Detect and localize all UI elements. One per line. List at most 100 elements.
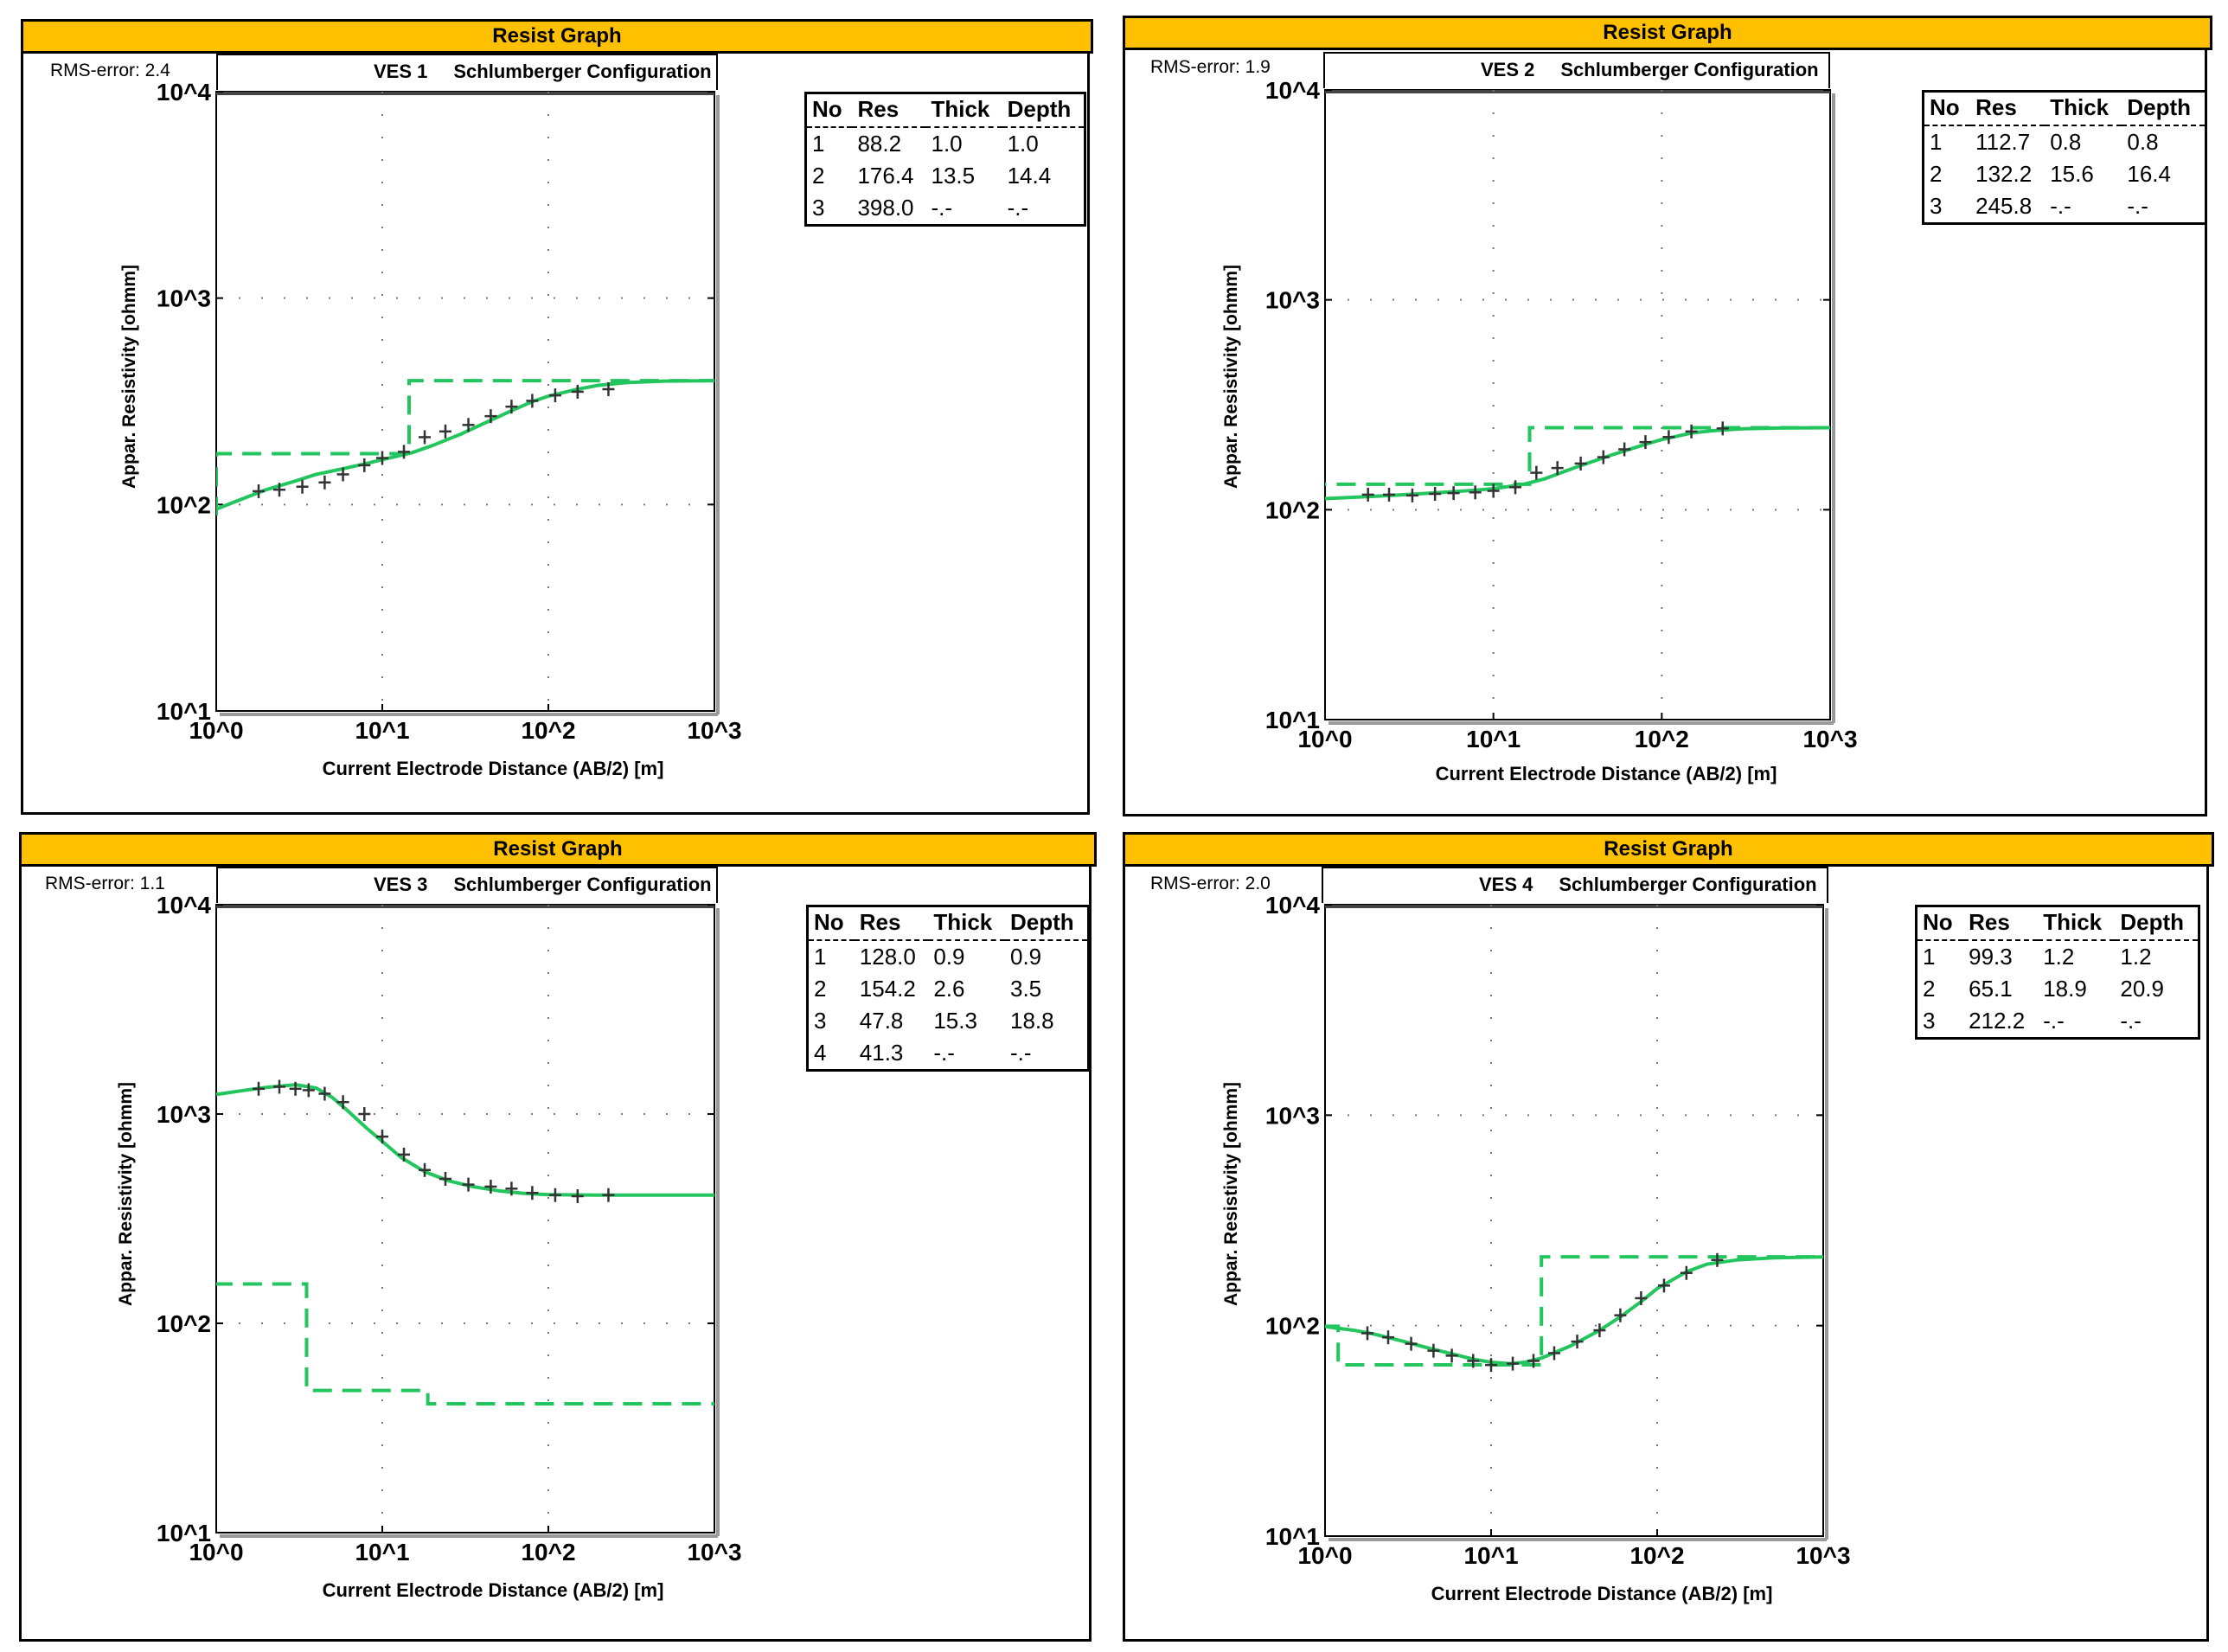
col-header: No (805, 93, 853, 128)
observed-point (1548, 1346, 1561, 1361)
cell: -.- (2050, 193, 2071, 219)
table-row: 3 245.8 -.- -.- (1924, 190, 2206, 224)
observed-point (1507, 1356, 1520, 1371)
y-tick-label: 10^4 (1265, 892, 1320, 919)
plot-area (216, 379, 714, 516)
x-tick-label: 10^0 (189, 1539, 243, 1566)
observed-point (548, 388, 561, 403)
cell: 1.0 (1007, 131, 1039, 157)
x-tick-label: 10^3 (1796, 1542, 1850, 1569)
observed-point (602, 381, 615, 396)
ves-label: VES 2 (1481, 59, 1535, 80)
plot-area (216, 1079, 714, 1405)
panel-title: Resist Graph (1123, 832, 2214, 867)
layer-table: No Res Thick Depth 1 112.7 0.8 0.8 2 132.2 15… (1922, 90, 2207, 225)
observed-point (1530, 465, 1543, 480)
observed-point (571, 384, 584, 399)
x-tick-label: 10^2 (521, 717, 575, 744)
observed-point (302, 1083, 315, 1098)
observed-point (548, 1188, 561, 1202)
cell: -.- (2127, 193, 2148, 219)
cell: 3 (1930, 193, 1943, 219)
y-axis-label: Appar. Resistivity [ohmm] (1221, 1081, 1241, 1306)
y-tick-label: 10^2 (1265, 496, 1320, 523)
table-header-row: No Res Thick Depth (1923, 91, 2206, 126)
rms-error: RMS-error: 1.1 (45, 874, 165, 893)
table-header-row: No Res Thick Depth (807, 906, 1089, 941)
cell: 3 (814, 1008, 827, 1034)
cell: 1.0 (931, 131, 963, 157)
observed-point (296, 479, 309, 494)
cell: 1.2 (2120, 944, 2152, 970)
cell: 16.4 (2127, 161, 2171, 187)
cell: -.- (1007, 195, 1029, 221)
observed-point (273, 1079, 286, 1094)
x-tick-label: 10^3 (687, 1539, 741, 1566)
ves-label: VES 1 (374, 61, 428, 82)
col-header: Depth (1002, 93, 1085, 128)
observed-point (358, 1107, 371, 1121)
table-header-row: No Res Thick Depth (805, 93, 1085, 128)
cell: 132.2 (1975, 161, 2033, 187)
layer-table: No Res Thick Depth 1 99.3 1.2 1.2 2 65.1 18.9… (1915, 905, 2200, 1040)
layer-model-line (216, 1282, 714, 1405)
observed-point (1429, 487, 1442, 502)
y-axis-label: Appar. Resistivity [ohmm] (119, 264, 139, 489)
y-tick-label: 10^3 (157, 1101, 211, 1128)
observed-point (1527, 1354, 1540, 1368)
layer-model-line (216, 379, 714, 516)
cell: 18.9 (2043, 976, 2087, 1002)
x-tick-label: 10^1 (1466, 726, 1521, 752)
observed-point (462, 1177, 475, 1192)
observed-point (253, 1081, 266, 1096)
x-tick-label: 10^2 (1635, 726, 1689, 752)
observed-point (1597, 450, 1610, 464)
layer-model-line (1325, 426, 1830, 501)
ves-label: VES 3 (374, 874, 428, 895)
col-header: Thick (2038, 906, 2116, 941)
col-header: Depth (2115, 906, 2199, 941)
plot-frame (1324, 89, 1831, 720)
cell: 0.9 (1009, 944, 1042, 970)
cell: 2.6 (933, 976, 965, 1002)
observed-point (358, 458, 371, 472)
observed-point (505, 400, 518, 414)
cell: 112.7 (1975, 129, 2031, 155)
cell: 1 (1930, 129, 1943, 155)
table-row: 1 88.2 1.0 1.0 (806, 127, 1085, 160)
x-tick-label: 10^0 (1297, 726, 1352, 752)
col-header: Res (852, 93, 926, 128)
y-tick-label: 10^2 (157, 1310, 211, 1337)
rms-error: RMS-error: 1.9 (1150, 57, 1271, 77)
observed-point (419, 1162, 432, 1177)
observed-point (336, 1095, 349, 1110)
cell: 0.8 (2127, 129, 2159, 155)
plot-frame (1324, 904, 1824, 1537)
x-tick-label: 10^2 (1629, 1542, 1684, 1569)
cell: -.- (931, 195, 953, 221)
table-row: 4 41.3 -.- -.- (808, 1037, 1089, 1071)
x-tick-label: 10^3 (687, 717, 741, 744)
cell: 1 (1923, 944, 1936, 970)
y-axis-label: Appar. Resistivity [ohmm] (116, 1081, 136, 1306)
col-header: Thick (928, 906, 1005, 941)
table-row: 3 47.8 15.3 18.8 (808, 1005, 1089, 1037)
observed-point (398, 445, 411, 459)
observed-point (253, 483, 266, 498)
x-tick-label: 10^0 (189, 717, 243, 744)
x-axis-label: Current Electrode Distance (AB/2) [m] (322, 1579, 664, 1601)
observed-point (1662, 430, 1675, 445)
cell: 2 (1930, 161, 1943, 187)
observed-point (1635, 1290, 1648, 1305)
col-header: Depth (1004, 906, 1089, 941)
x-tick-label: 10^0 (1297, 1542, 1352, 1569)
observed-point (1685, 424, 1698, 439)
x-axis-label: Current Electrode Distance (AB/2) [m] (1431, 1583, 1773, 1604)
ves-label: VES 4 (1479, 874, 1533, 895)
chart-plot-ves-2: 10^0 10^1 10^2 10^310^110^210^310^4 (1265, 77, 1858, 752)
observed-point (484, 1179, 497, 1194)
y-tick-label: 10^3 (1265, 287, 1320, 314)
y-tick-label: 10^4 (157, 892, 211, 919)
cell: 41.3 (859, 1040, 904, 1066)
cell: 13.5 (931, 163, 976, 189)
